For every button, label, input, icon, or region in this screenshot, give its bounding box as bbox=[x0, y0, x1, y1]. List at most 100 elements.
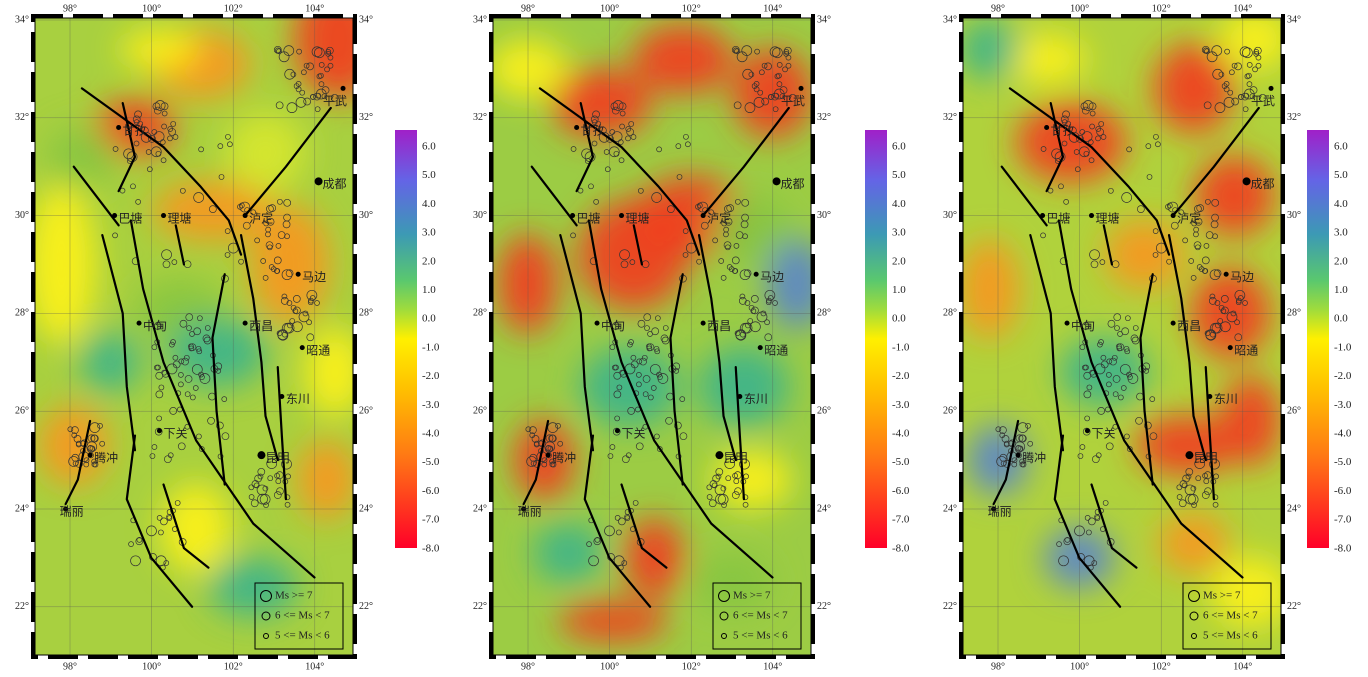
colorbar bbox=[395, 130, 417, 548]
colorbar bbox=[1307, 130, 1329, 548]
colorbar-label: 3.0 bbox=[892, 227, 906, 239]
colorbar-label: 4.0 bbox=[892, 198, 906, 210]
legend-label: 6 <= Ms < 7 bbox=[275, 610, 330, 622]
lat-tick-label: 26° bbox=[943, 405, 957, 416]
field-blob bbox=[1159, 513, 1229, 573]
city-label: 中甸 bbox=[601, 318, 625, 333]
city-dot bbox=[758, 345, 763, 350]
lat-tick-label: 30° bbox=[817, 210, 831, 221]
lat-tick-label: 30° bbox=[473, 210, 487, 221]
field-blob bbox=[27, 184, 97, 344]
map-panel: 甘孜平武成都巴塘理塘泸定马边中甸西昌昭通东川下关腾冲昆明瑞丽98°98°100°… bbox=[473, 3, 910, 672]
city-dot bbox=[1224, 272, 1229, 277]
city-label: 巴塘 bbox=[1047, 210, 1071, 225]
city-dot bbox=[737, 394, 742, 399]
lat-tick-label: 26° bbox=[359, 405, 373, 416]
lat-tick-label: 32° bbox=[359, 112, 373, 123]
city-label: 东川 bbox=[1214, 392, 1238, 406]
field-blob bbox=[1154, 43, 1234, 133]
field-blob bbox=[297, 440, 357, 520]
lon-tick-label: 100° bbox=[600, 661, 619, 672]
lon-tick-label: 104° bbox=[1233, 3, 1252, 14]
colorbar-label: 2.0 bbox=[892, 255, 906, 267]
city-label: 平武 bbox=[323, 94, 347, 108]
colorbar-label: -7.0 bbox=[422, 514, 440, 526]
lon-tick-label: 100° bbox=[142, 661, 161, 672]
colorbar-label: -1.0 bbox=[892, 341, 910, 353]
colorbar-label: 6.0 bbox=[422, 141, 436, 153]
lat-tick-label: 22° bbox=[359, 601, 373, 612]
colorbar-label: -6.0 bbox=[422, 485, 440, 497]
city-dot bbox=[1016, 453, 1021, 458]
colorbar bbox=[865, 130, 887, 548]
city-dot bbox=[1085, 428, 1090, 433]
city-label: 东川 bbox=[286, 392, 310, 406]
map-figure: 甘孜平武成都巴塘理塘泸定马边中甸西昌昭通东川下关腾冲昆明瑞丽 98° 98° 100°… bbox=[0, 0, 1368, 677]
lon-tick-label: 98° bbox=[521, 661, 535, 672]
lat-tick-label: 24° bbox=[1287, 503, 1301, 514]
colorbar-label: 1.0 bbox=[1334, 284, 1348, 296]
city-dot bbox=[701, 213, 706, 218]
city-dot bbox=[116, 125, 121, 130]
field-blob bbox=[1220, 10, 1290, 70]
city-dot bbox=[300, 345, 305, 350]
city-dot bbox=[1044, 125, 1049, 130]
city-dot bbox=[701, 321, 706, 326]
lat-tick-label: 24° bbox=[943, 503, 957, 514]
lat-tick-label: 28° bbox=[359, 308, 373, 319]
city-label: 昭通 bbox=[306, 343, 330, 357]
legend-label: Ms >= 7 bbox=[275, 590, 313, 602]
lat-tick-label: 34° bbox=[943, 14, 957, 25]
colorbar-label: -3.0 bbox=[892, 399, 910, 411]
lat-tick-label: 22° bbox=[817, 601, 831, 612]
city-label: 成都 bbox=[781, 177, 805, 191]
lon-tick-label: 102° bbox=[682, 3, 701, 14]
field: 甘孜平武成都巴塘理塘泸定马边中甸西昌昭通东川下关腾冲昆明瑞丽 bbox=[27, 0, 384, 655]
field-blob bbox=[1221, 376, 1281, 466]
city-dot bbox=[1228, 345, 1233, 350]
colorbar-label: -7.0 bbox=[1334, 514, 1352, 526]
lat-tick-label: 32° bbox=[1287, 112, 1301, 123]
city-dot bbox=[137, 321, 142, 326]
city-label: 中甸 bbox=[1071, 318, 1095, 333]
field-blob bbox=[633, 24, 733, 94]
city-label: 腾冲 bbox=[552, 450, 576, 465]
city-dot bbox=[1269, 86, 1274, 91]
lat-tick-label: 28° bbox=[1287, 308, 1301, 319]
colorbar-label: -4.0 bbox=[1334, 428, 1352, 440]
lat-tick-label: 28° bbox=[817, 308, 831, 319]
lat-tick-label: 22° bbox=[943, 601, 957, 612]
lat-tick-label: 24° bbox=[15, 503, 29, 514]
city-dot bbox=[615, 428, 620, 433]
lon-tick-label: 100° bbox=[1070, 3, 1089, 14]
lat-tick-label: 32° bbox=[15, 112, 29, 123]
colorbar-label: 1.0 bbox=[892, 284, 906, 296]
lon-tick-label: 104° bbox=[763, 661, 782, 672]
city-dot bbox=[1089, 213, 1094, 218]
map-panel: 甘孜平武成都巴塘理塘泸定马边中甸西昌昭通东川下关腾冲昆明瑞丽98°98°100°… bbox=[943, 3, 1352, 672]
lat-tick-label: 24° bbox=[817, 503, 831, 514]
lon-tick-label: 104° bbox=[763, 3, 782, 14]
field-blob bbox=[960, 239, 1020, 339]
city-label: 瑞丽 bbox=[518, 505, 542, 519]
city-dot bbox=[1040, 213, 1045, 218]
lat-tick-label: 26° bbox=[15, 405, 29, 416]
city-label: 平武 bbox=[1251, 94, 1275, 108]
city-dot bbox=[1171, 213, 1176, 218]
map-panel: 甘孜平武成都巴塘理塘泸定马边中甸西昌昭通东川下关腾冲昆明瑞丽98°98°100°… bbox=[15, 0, 440, 672]
city-label: 理塘 bbox=[168, 210, 192, 225]
city-label: 西昌 bbox=[707, 319, 731, 333]
city-dot bbox=[257, 451, 265, 459]
city-label: 下关 bbox=[163, 426, 187, 440]
field-blob bbox=[161, 484, 231, 574]
colorbar-label: 3.0 bbox=[422, 227, 436, 239]
city-label: 泸定 bbox=[249, 210, 273, 225]
legend-label: 6 <= Ms < 7 bbox=[1203, 610, 1258, 622]
field: 甘孜平武成都巴塘理塘泸定马边中甸西昌昭通东川下关腾冲昆明瑞丽 bbox=[488, 18, 827, 655]
colorbar-label: -7.0 bbox=[892, 514, 910, 526]
lon-tick-label: 98° bbox=[991, 661, 1005, 672]
legend-label: 5 <= Ms < 6 bbox=[1203, 630, 1258, 642]
legend-label: 6 <= Ms < 7 bbox=[733, 610, 788, 622]
field: 甘孜平武成都巴塘理塘泸定马边中甸西昌昭通东川下关腾冲昆明瑞丽 bbox=[960, 10, 1291, 655]
city-dot bbox=[754, 272, 759, 277]
